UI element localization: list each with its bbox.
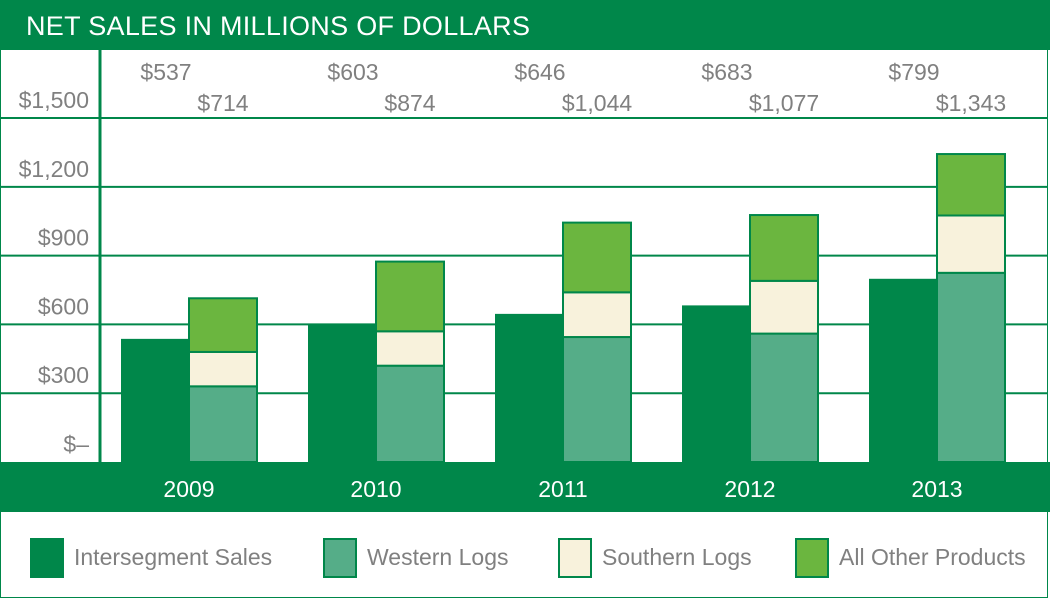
- label-intersegment-2009: $537: [140, 59, 191, 85]
- label-total-2010: $874: [384, 90, 435, 116]
- x-tick-label-2013: 2013: [911, 476, 962, 502]
- legend-label-all-other-products: All Other Products: [839, 544, 1026, 570]
- legend-label-western-logs: Western Logs: [367, 544, 509, 570]
- bar-western-2010: [375, 364, 445, 463]
- bar-other-2012: [749, 214, 819, 282]
- legend-label-intersegment: Intersegment Sales: [74, 544, 273, 570]
- chart-title: NET SALES IN MILLIONS OF DOLLARS: [0, 0, 1050, 50]
- bar-intersegment-2010: [308, 323, 376, 462]
- bar-intersegment-2012: [682, 305, 750, 462]
- bar-western-2013: [936, 271, 1006, 464]
- legend-swatch-all-other-products: [795, 538, 829, 578]
- label-total-2012: $1,077: [749, 90, 819, 116]
- y-tick-label-1500: $1,500: [19, 87, 89, 113]
- bar-western-2011: [562, 336, 632, 463]
- bar-other-2013: [936, 153, 1006, 217]
- y-tick-label-900: $900: [38, 225, 89, 251]
- legend: Intersegment Sales Western Logs Southern…: [0, 518, 1050, 598]
- label-intersegment-2010: $603: [327, 59, 378, 85]
- bar-other-2009: [188, 297, 258, 353]
- bar-other-2010: [375, 260, 445, 333]
- x-tick-label-2009: 2009: [163, 476, 214, 502]
- bar-other-2011: [562, 221, 632, 294]
- label-intersegment-2013: $799: [888, 59, 939, 85]
- bar-southern-2010: [375, 330, 445, 367]
- y-tick-label-1200: $1,200: [19, 156, 89, 182]
- label-total-2013: $1,343: [936, 90, 1006, 116]
- bar-southern-2011: [562, 291, 632, 339]
- label-intersegment-2012: $683: [701, 59, 752, 85]
- x-tick-label-2012: 2012: [724, 476, 775, 502]
- bar-intersegment-2009: [121, 338, 189, 462]
- label-total-2011: $1,044: [562, 90, 633, 116]
- bar-intersegment-2013: [869, 278, 937, 462]
- legend-label-southern-logs: Southern Logs: [602, 544, 752, 570]
- x-tick-label-2010: 2010: [350, 476, 401, 502]
- label-intersegment-2011: $646: [514, 59, 565, 85]
- legend-swatch-southern-logs: [558, 538, 592, 578]
- bar-western-2012: [749, 332, 819, 464]
- bar-intersegment-2011: [495, 313, 563, 462]
- y-tick-label-0: $–: [63, 431, 89, 457]
- y-tick-label-300: $300: [38, 362, 89, 388]
- chart-svg: $– $300 $600 $900 $1,200 $1,500 $537$714 2009 $6…: [0, 50, 1050, 512]
- bar-southern-2013: [936, 214, 1006, 274]
- legend-swatch-western-logs: [323, 538, 357, 578]
- bar-southern-2009: [188, 350, 258, 388]
- bar-western-2009: [188, 385, 258, 463]
- x-axis-band: [0, 462, 1050, 512]
- legend-swatch-intersegment: [30, 538, 64, 578]
- bar-southern-2012: [749, 279, 819, 335]
- y-tick-label-600: $600: [38, 293, 89, 319]
- label-total-2009: $714: [197, 90, 248, 116]
- x-tick-label-2011: 2011: [538, 476, 587, 502]
